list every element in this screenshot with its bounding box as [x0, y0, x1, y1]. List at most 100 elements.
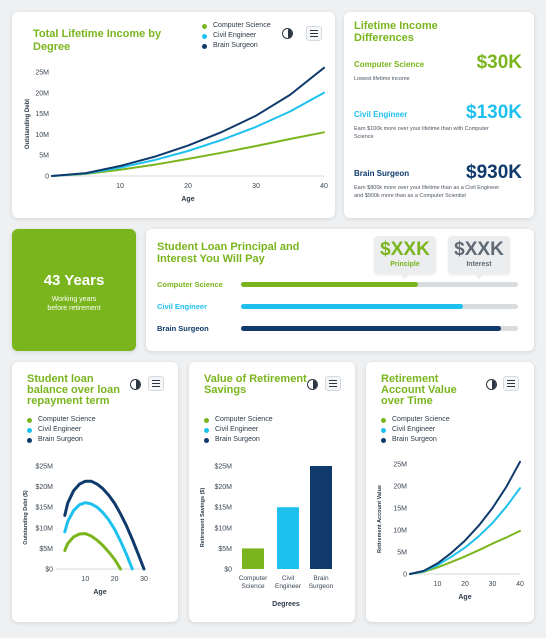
x-category-label: Computer	[239, 575, 268, 582]
y-axis-title: Outstanding Debt	[25, 99, 31, 149]
loan-principal-card: Student Loan Principal and Interest You …	[146, 229, 534, 351]
series-line-0	[409, 529, 521, 575]
legend-item: Brain Surgeon	[204, 435, 273, 445]
x-axis-title: Age	[458, 594, 471, 601]
x-tick-label: 40	[516, 581, 524, 588]
y-tick-label: $10M	[35, 525, 53, 532]
legend-item: Civil Engineer	[381, 425, 450, 435]
working-years-value: 43 Years	[43, 272, 105, 289]
series-line-2	[409, 460, 521, 575]
legend-item: Brain Surgeon	[381, 435, 450, 445]
diff-value-brain-surgeon: $930K	[466, 162, 522, 183]
y-tick-label: 25M	[35, 70, 49, 77]
interest-badge: $XXK Interest	[448, 236, 510, 279]
loan-track-computer-science	[241, 282, 518, 287]
working-years-caption: Working years before retirement	[47, 296, 101, 312]
menu-icon[interactable]	[325, 376, 341, 391]
series-line-0	[51, 131, 325, 177]
x-axis-title: Age	[93, 589, 106, 596]
x-category-label: Civil	[282, 575, 295, 582]
legend-item: Civil Engineer	[27, 425, 96, 435]
y-tick-label: $20M	[35, 484, 53, 491]
y-tick-label: $0	[45, 567, 53, 574]
y-tick-label: $20M	[214, 484, 232, 491]
income-differences-card: Lifetime Income Differences Computer Sci…	[344, 12, 534, 218]
retirement-account-card: Retirement Account Value over Time Compu…	[366, 362, 534, 622]
menu-icon[interactable]	[148, 376, 164, 391]
y-tick-label: 10M	[35, 132, 49, 139]
x-axis-title: Degrees	[272, 601, 300, 608]
x-tick-label: 30	[489, 581, 497, 588]
y-axis-title: Retirement Account Value	[377, 485, 383, 553]
y-tick-label: 0	[45, 174, 49, 181]
retirement-savings-legend: Computer Science Civil Engineer Brain Su…	[204, 415, 273, 445]
x-tick-label: 30	[252, 183, 260, 190]
diff-label-brain-surgeon: Brain Surgeon	[354, 169, 410, 178]
y-tick-label: 25M	[393, 462, 407, 469]
legend-item: Civil Engineer	[204, 425, 273, 435]
y-tick-label: 15M	[393, 506, 407, 513]
legend-item: Brain Surgeon	[27, 435, 96, 445]
principle-badge: $XXK Principle	[374, 236, 436, 279]
x-category-label: Brain	[313, 575, 329, 582]
x-tick-label: 20	[461, 581, 469, 588]
retirement-savings-title: Value of Retirement Savings	[204, 373, 307, 396]
retirement-account-title: Retirement Account Value over Time	[381, 373, 457, 407]
diff-note-brain-surgeon: Earn $800k more over your lifetime than …	[354, 185, 500, 199]
y-tick-label: $25M	[214, 464, 232, 471]
y-tick-label: 20M	[35, 90, 49, 97]
y-tick-label: $25M	[35, 464, 53, 471]
series-line-1	[409, 487, 521, 575]
interest-value: $XXK	[454, 239, 504, 260]
x-tick-label: 20	[184, 183, 192, 190]
lifetime-income-chart: 0 5M 10M 15M 20M 25M 10 20 30 40 Age Outstanding De…	[25, 66, 328, 203]
loan-label-brain-surgeon: Brain Surgeon	[157, 324, 209, 333]
y-axis-title: Retirement Savings ($)	[200, 488, 206, 548]
diff-value-computer-science: $30K	[476, 52, 522, 73]
x-tick-label: 40	[320, 183, 328, 190]
loan-track-civil-engineer	[241, 304, 518, 309]
y-tick-label: 5M	[397, 550, 407, 557]
working-years-card: 43 Years Working years before retirement	[12, 229, 136, 351]
x-tick-label: 20	[111, 576, 119, 583]
legend-item: Computer Science	[202, 21, 271, 31]
y-tick-label: $5M	[218, 546, 232, 553]
series-line-0	[63, 532, 122, 571]
loan-balance-legend: Computer Science Civil Engineer Brain Su…	[27, 415, 96, 445]
bar-0	[242, 548, 264, 569]
x-category-label: Surgeon	[309, 583, 334, 590]
x-axis-title: Age	[181, 196, 194, 203]
y-tick-label: $5M	[39, 546, 53, 553]
y-tick-label: 20M	[393, 484, 407, 491]
diff-label-civil-engineer: Civil Engineer	[354, 110, 408, 119]
y-tick-label: 5M	[39, 153, 49, 160]
loan-fill-computer-science	[241, 282, 419, 287]
loan-principal-title: Student Loan Principal and Interest You …	[157, 241, 300, 265]
menu-icon[interactable]	[306, 26, 322, 41]
loan-track-brain-surgeon	[241, 326, 518, 331]
loan-balance-title: Student loan balance over loan repayment…	[27, 373, 120, 407]
x-tick-label: 10	[434, 581, 442, 588]
menu-icon[interactable]	[503, 376, 519, 391]
income-differences-title: Lifetime Income Differences	[354, 20, 438, 44]
y-tick-label: $15M	[214, 505, 232, 512]
contrast-toggle-icon[interactable]	[307, 379, 318, 390]
legend-item: Civil Engineer	[202, 31, 271, 41]
contrast-toggle-icon[interactable]	[282, 28, 293, 39]
contrast-toggle-icon[interactable]	[130, 379, 141, 390]
bar-2	[310, 466, 332, 569]
diff-value-civil-engineer: $130K	[466, 102, 522, 123]
series-line-1	[51, 91, 325, 177]
interest-caption: Interest	[466, 261, 492, 268]
legend-item: Computer Science	[204, 415, 273, 425]
loan-balance-chart: $0 $5M $10M $15M $20M $25M 10 20 30 Age Outstandin…	[23, 464, 148, 597]
contrast-toggle-icon[interactable]	[486, 379, 497, 390]
loan-fill-civil-engineer	[241, 304, 463, 309]
lifetime-income-legend: Computer Science Civil Engineer Brain Su…	[202, 21, 271, 51]
x-category-label: Engineer	[275, 583, 302, 590]
loan-label-computer-science: Computer Science	[157, 280, 223, 289]
y-tick-label: 0	[403, 572, 407, 579]
bar-1	[277, 507, 299, 569]
y-tick-label: 10M	[393, 528, 407, 535]
